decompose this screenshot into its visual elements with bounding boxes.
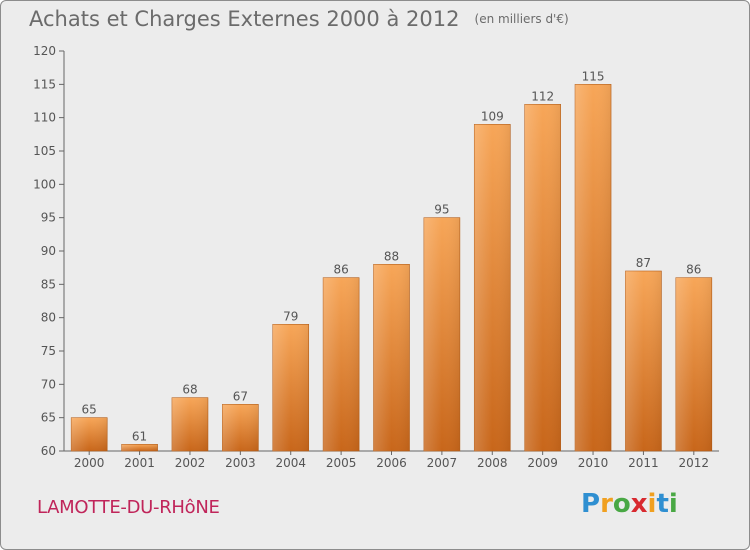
bars — [70, 84, 713, 452]
y-tick-label: 60 — [41, 444, 56, 458]
bar-value-label: 115 — [582, 69, 605, 83]
proxiti-logo: Proxiti — [581, 489, 678, 519]
y-tick-label: 75 — [41, 344, 56, 358]
bar-shine — [625, 271, 662, 451]
y-tick-label: 70 — [41, 377, 56, 391]
y-tick-label: 90 — [41, 244, 56, 258]
y-tick-label: 95 — [41, 211, 56, 225]
chart-subtitle: (en milliers d'€) — [474, 12, 569, 26]
x-tick-label: 2006 — [376, 456, 407, 470]
bar-shine — [272, 324, 309, 451]
logo-letter: r — [600, 489, 613, 519]
bar-shine — [675, 277, 712, 451]
logo-letter: o — [612, 489, 631, 519]
bar-shine — [423, 217, 460, 451]
logo-letter: i — [668, 489, 678, 519]
bar-shine — [474, 124, 511, 451]
bar-shine — [524, 104, 561, 451]
y-tick-label: 105 — [33, 144, 56, 158]
x-tick-label: 2010 — [578, 456, 609, 470]
bar-value-label: 112 — [531, 89, 554, 103]
bar-shine — [323, 277, 360, 451]
bar-shine — [171, 397, 208, 451]
bar-shine — [373, 264, 410, 451]
bar-value-label: 95 — [434, 203, 449, 217]
commune-name: LAMOTTE-DU-RHôNE — [37, 497, 220, 518]
x-tick-label: 2004 — [275, 456, 306, 470]
x-tick-label: 2007 — [427, 456, 458, 470]
bar-shine — [121, 444, 158, 451]
y-tick-label: 100 — [33, 177, 56, 191]
y-tick-label: 115 — [33, 77, 56, 91]
bar-value-label: 61 — [132, 429, 147, 443]
bar-value-label: 109 — [481, 109, 504, 123]
labels: 2000 65 2001 61 2002 68 2003 67 2004 79 2005 86 2006… — [74, 69, 709, 470]
bar-value-label: 79 — [283, 309, 298, 323]
x-tick-label: 2003 — [225, 456, 256, 470]
x-tick-label: 2005 — [326, 456, 357, 470]
bar-value-label: 88 — [384, 249, 399, 263]
bar-value-label: 87 — [636, 256, 651, 270]
bar-shine — [222, 404, 259, 451]
x-tick-label: 2001 — [124, 456, 155, 470]
logo-letter: P — [581, 489, 601, 519]
title-row: Achats et Charges Externes 2000 à 2012 (… — [29, 7, 569, 31]
bar-value-label: 65 — [82, 403, 97, 417]
axes: 60 65 70 75 80 85 90 95 100 105 110 115 120 — [33, 44, 719, 458]
y-tick-label: 120 — [33, 44, 56, 58]
y-tick-label: 65 — [41, 411, 56, 425]
y-tick-label: 110 — [33, 111, 56, 125]
x-tick-label: 2000 — [74, 456, 105, 470]
y-tick-label: 80 — [41, 311, 56, 325]
chart-title: Achats et Charges Externes 2000 à 2012 — [29, 7, 460, 31]
logo-letter: i — [647, 489, 657, 519]
bar-shine — [575, 84, 612, 451]
bar-value-label: 67 — [233, 389, 248, 403]
bar-value-label: 86 — [686, 263, 701, 277]
bar-value-label: 68 — [182, 383, 197, 397]
logo-letter: x — [630, 489, 648, 519]
x-tick-label: 2009 — [527, 456, 558, 470]
bar-value-label: 86 — [333, 263, 348, 277]
y-tick-label: 85 — [41, 277, 56, 291]
x-tick-label: 2011 — [628, 456, 659, 470]
x-tick-label: 2012 — [679, 456, 710, 470]
x-tick-label: 2002 — [175, 456, 206, 470]
logo-letter: t — [656, 489, 669, 519]
bar-shine — [71, 417, 108, 451]
x-tick-label: 2008 — [477, 456, 508, 470]
